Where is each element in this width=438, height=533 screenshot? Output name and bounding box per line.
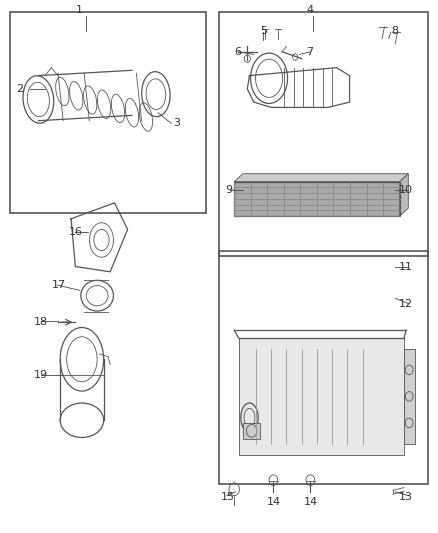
Polygon shape — [234, 174, 408, 182]
Polygon shape — [399, 174, 408, 216]
Text: 17: 17 — [51, 280, 66, 290]
Text: 9: 9 — [226, 184, 233, 195]
Text: 11: 11 — [399, 262, 413, 271]
Text: 10: 10 — [399, 184, 413, 195]
Bar — [10, 12, 206, 214]
Text: 15: 15 — [221, 492, 235, 502]
Text: 14: 14 — [266, 497, 280, 507]
Text: 12: 12 — [399, 298, 413, 309]
Text: 14: 14 — [304, 497, 318, 507]
Text: 2: 2 — [17, 84, 24, 94]
Text: 6: 6 — [234, 47, 241, 56]
Polygon shape — [404, 349, 415, 444]
Bar — [219, 251, 428, 484]
Text: 3: 3 — [173, 118, 180, 128]
Text: 18: 18 — [34, 317, 48, 327]
Text: 13: 13 — [399, 492, 413, 502]
Polygon shape — [243, 423, 260, 439]
Text: 7: 7 — [306, 47, 313, 56]
Text: 16: 16 — [69, 227, 83, 237]
Bar — [219, 12, 428, 256]
Text: 8: 8 — [391, 26, 398, 36]
Text: 5: 5 — [260, 26, 267, 36]
Text: 19: 19 — [34, 370, 48, 380]
Bar — [234, 182, 399, 216]
Polygon shape — [239, 338, 404, 455]
Text: 1: 1 — [76, 5, 83, 14]
Polygon shape — [234, 182, 399, 216]
Text: 4: 4 — [307, 5, 314, 14]
